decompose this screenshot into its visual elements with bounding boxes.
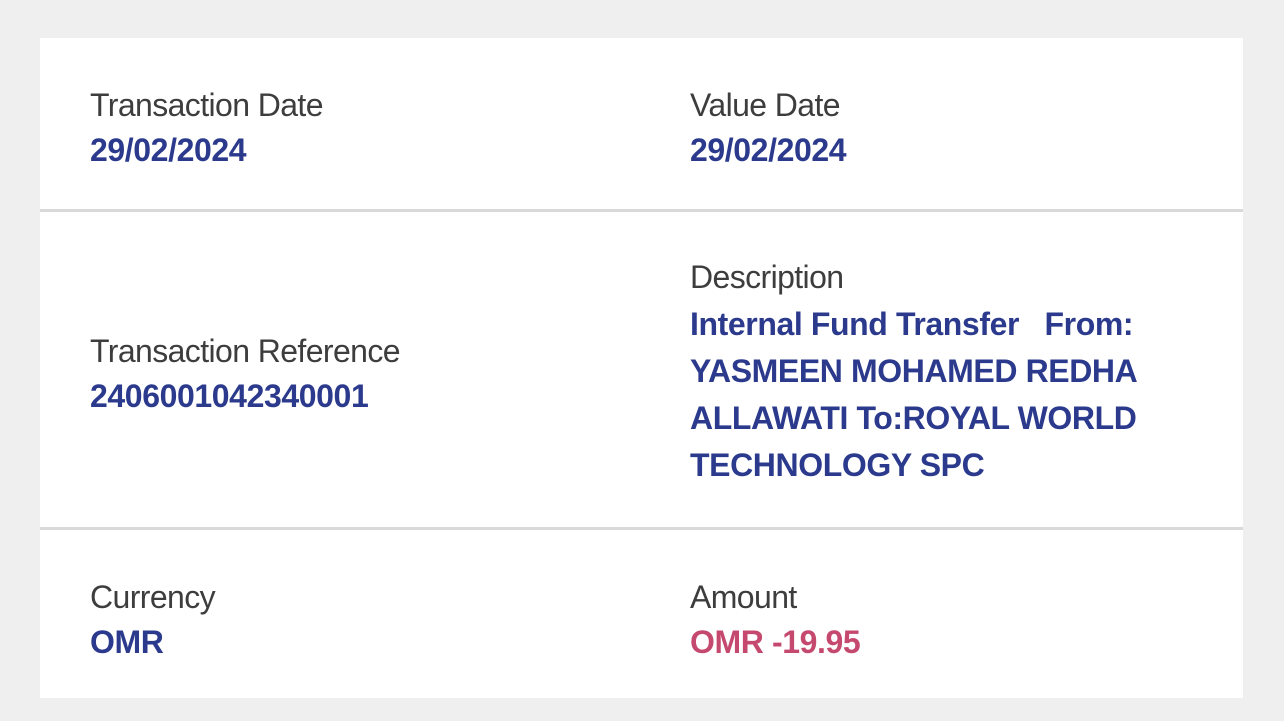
currency-label: Currency <box>90 579 216 615</box>
amount-label: Amount <box>690 579 797 615</box>
section-amount: Currency OMR Amount OMR -19.95 <box>40 530 1243 721</box>
field-currency: Currency OMR <box>90 578 690 661</box>
field-amount: Amount OMR -19.95 <box>690 578 1218 661</box>
transaction-reference-label: Transaction Reference <box>90 333 401 369</box>
transaction-detail-card: Transaction Date 29/02/2024 Value Date 2… <box>40 38 1243 698</box>
section-reference: Transaction Reference 2406001042340001 D… <box>40 212 1243 527</box>
description-value: Internal Fund Transfer From: YASMEEN MOH… <box>690 306 1145 483</box>
field-transaction-date: Transaction Date 29/02/2024 <box>90 86 690 169</box>
value-date-value: 29/02/2024 <box>690 132 847 168</box>
section-divider <box>40 527 1243 530</box>
section-divider <box>40 209 1243 212</box>
transaction-reference-value: 2406001042340001 <box>90 378 369 414</box>
amount-value: OMR -19.95 <box>690 624 861 660</box>
currency-value: OMR <box>90 624 164 660</box>
transaction-date-label: Transaction Date <box>90 87 323 123</box>
description-label: Description <box>690 259 844 295</box>
value-date-label: Value Date <box>690 87 841 123</box>
section-dates: Transaction Date 29/02/2024 Value Date 2… <box>40 38 1243 209</box>
field-description: Description Internal Fund Transfer From:… <box>690 258 1218 489</box>
field-transaction-reference: Transaction Reference 2406001042340001 <box>90 332 690 415</box>
field-value-date: Value Date 29/02/2024 <box>690 86 1218 169</box>
transaction-date-value: 29/02/2024 <box>90 132 247 168</box>
